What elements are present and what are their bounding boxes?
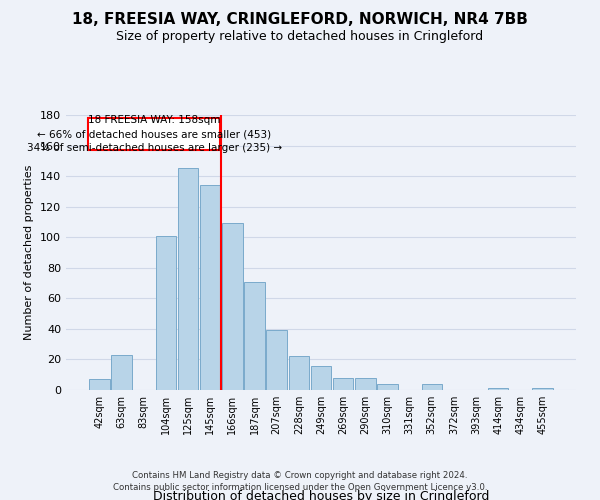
Text: 18 FREESIA WAY: 158sqm
← 66% of detached houses are smaller (453)
34% of semi-de: 18 FREESIA WAY: 158sqm ← 66% of detached… [26, 115, 282, 153]
Text: Contains HM Land Registry data © Crown copyright and database right 2024.: Contains HM Land Registry data © Crown c… [132, 471, 468, 480]
FancyBboxPatch shape [88, 118, 220, 150]
Bar [155, 236, 176, 390]
Bar [289, 356, 309, 390]
Bar [266, 330, 287, 390]
Bar [200, 186, 220, 390]
Bar [222, 224, 242, 390]
Bar [355, 378, 376, 390]
Bar [377, 384, 398, 390]
Bar [112, 355, 132, 390]
Bar [244, 282, 265, 390]
Bar [333, 378, 353, 390]
Y-axis label: Number of detached properties: Number of detached properties [25, 165, 34, 340]
Bar [532, 388, 553, 390]
Bar [89, 380, 110, 390]
Text: Contains public sector information licensed under the Open Government Licence v3: Contains public sector information licen… [113, 484, 487, 492]
Text: Size of property relative to detached houses in Cringleford: Size of property relative to detached ho… [116, 30, 484, 43]
X-axis label: Distribution of detached houses by size in Cringleford: Distribution of detached houses by size … [153, 490, 489, 500]
Bar [178, 168, 198, 390]
Bar [422, 384, 442, 390]
Bar [488, 388, 508, 390]
Text: 18, FREESIA WAY, CRINGLEFORD, NORWICH, NR4 7BB: 18, FREESIA WAY, CRINGLEFORD, NORWICH, N… [72, 12, 528, 28]
Bar [311, 366, 331, 390]
